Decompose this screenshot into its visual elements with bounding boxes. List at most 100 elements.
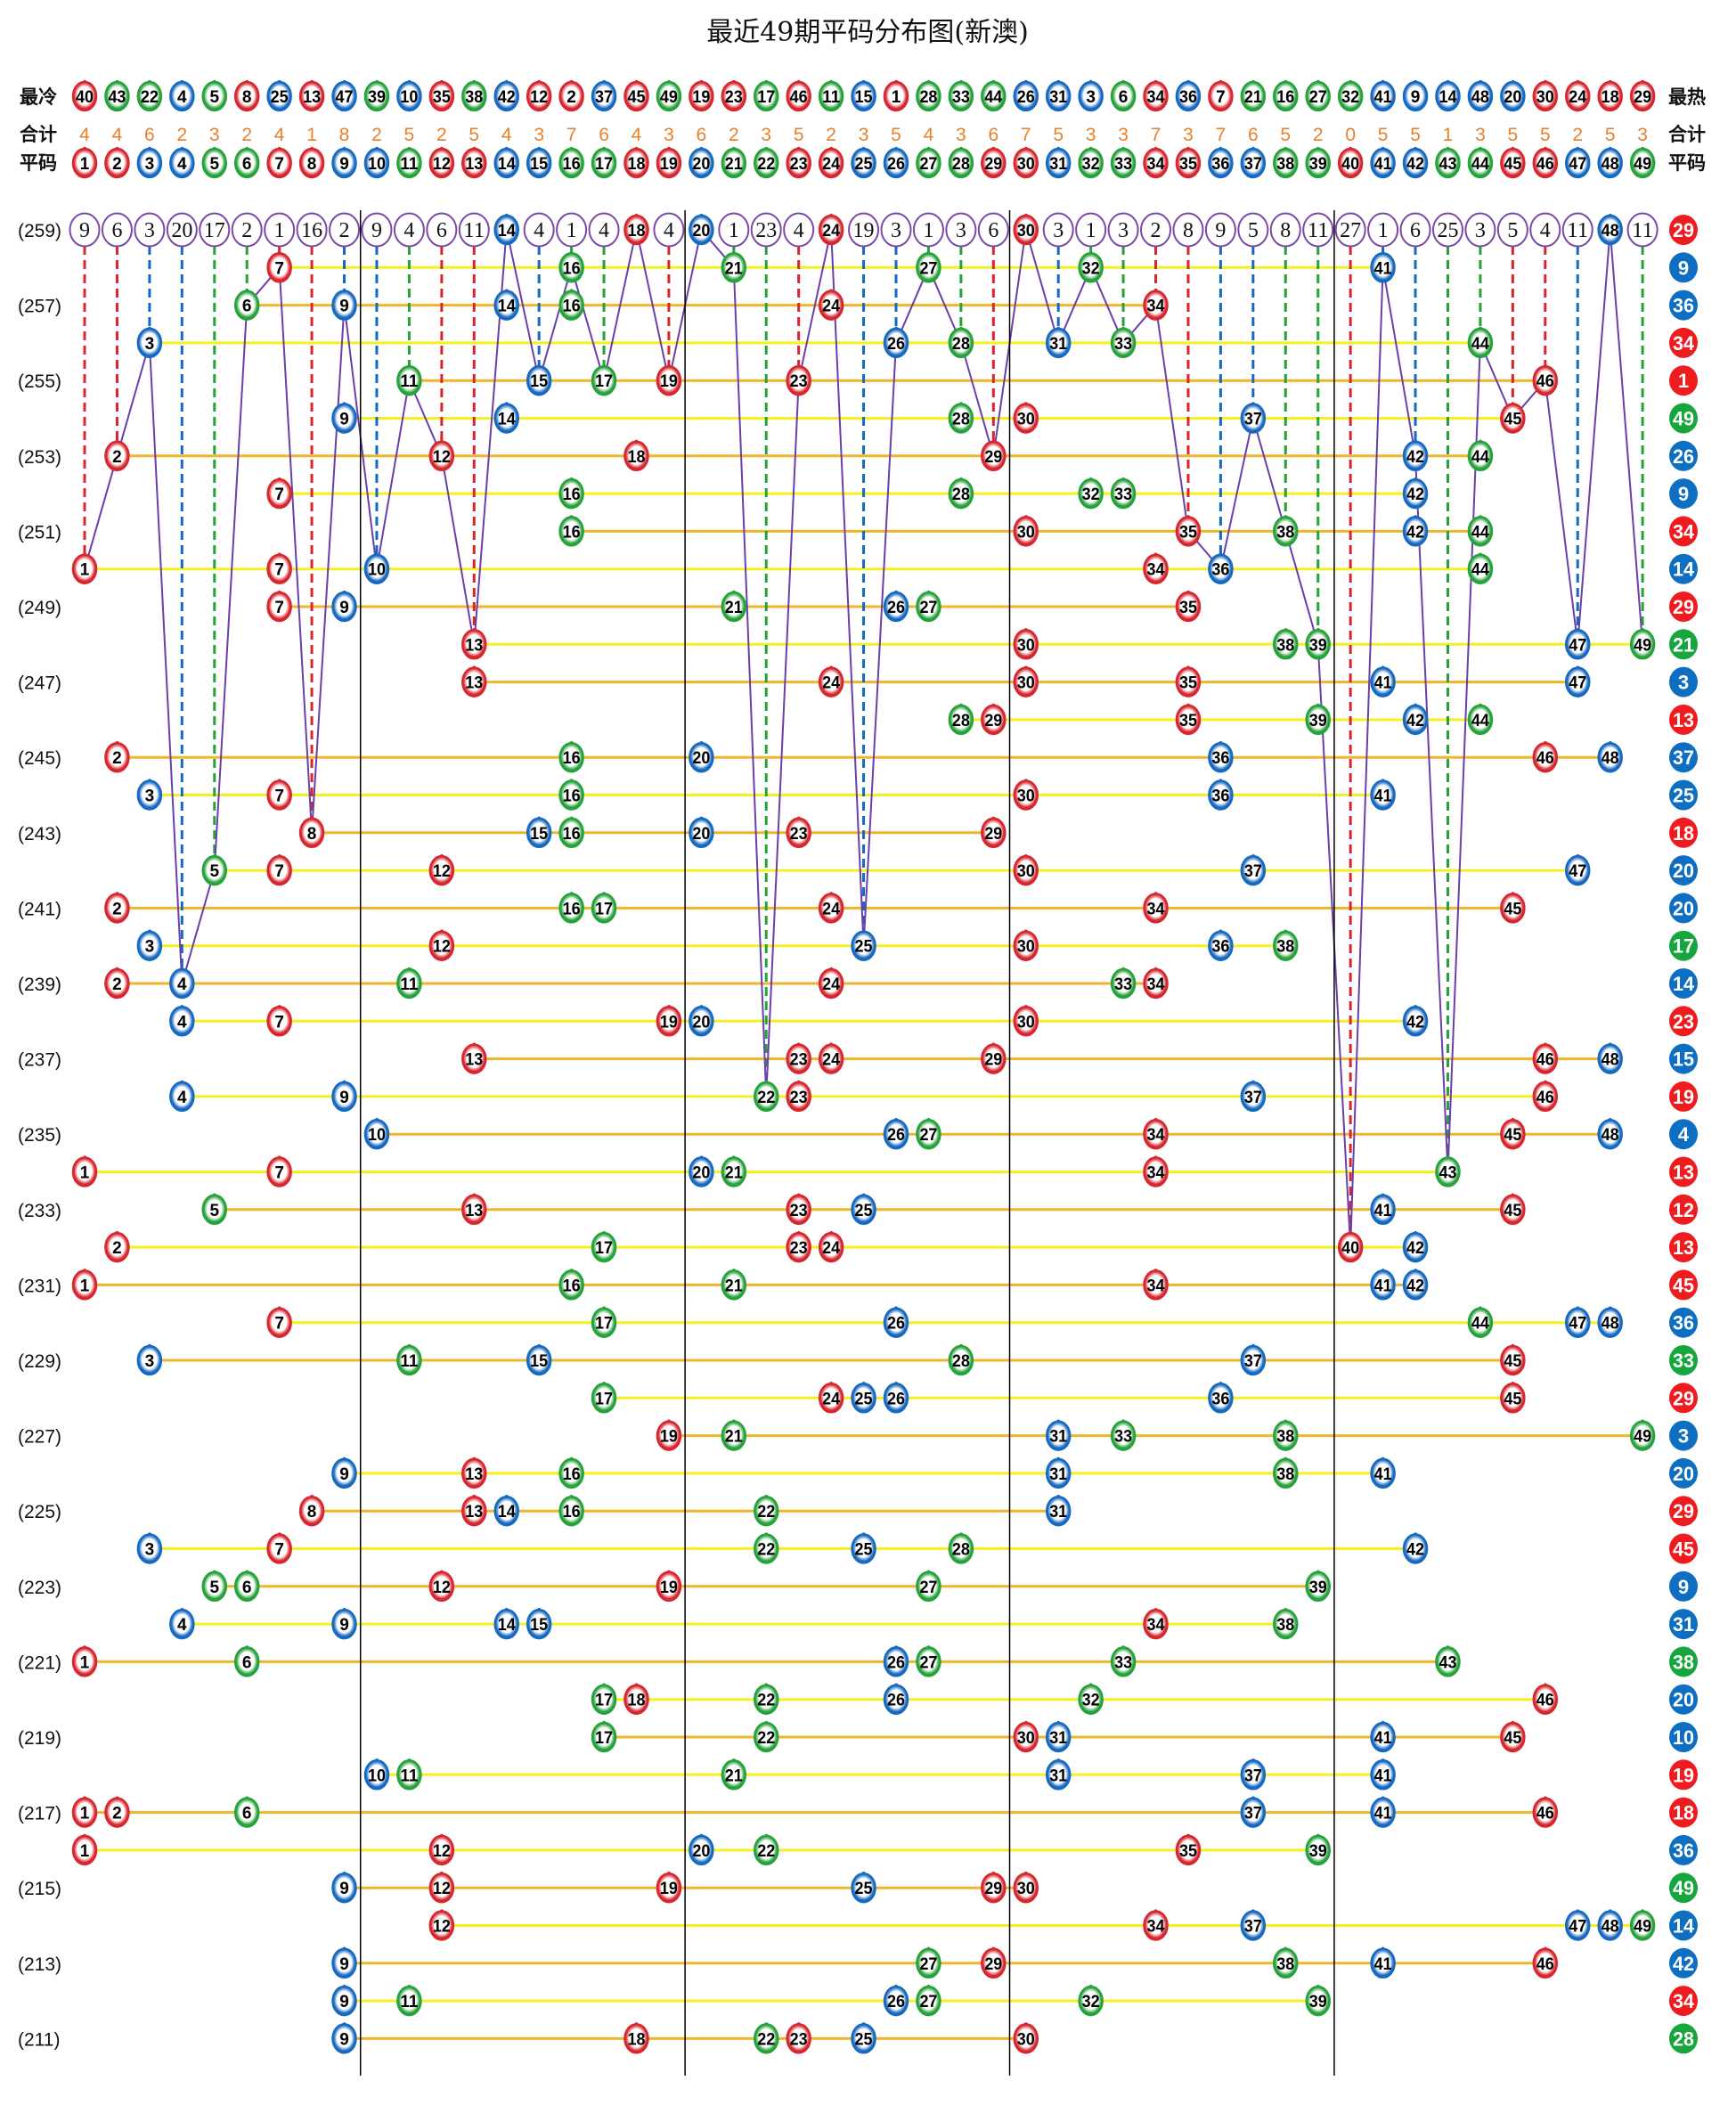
omission-cell: 4 — [1529, 212, 1561, 248]
total-count: 8 — [339, 125, 350, 145]
cold-hot-ball: 7 — [1208, 79, 1234, 112]
total-count: 5 — [1280, 125, 1291, 145]
omission-cell: 2 — [1140, 212, 1172, 248]
ball-body — [948, 477, 974, 510]
total-count: 3 — [1637, 125, 1648, 145]
ball-number: 38 — [1276, 1428, 1294, 1447]
special-number-ball: 1 — [1669, 365, 1698, 396]
special-number: 42 — [1673, 1953, 1694, 1975]
drawn-number-ball: 34 — [1143, 1117, 1169, 1150]
ball-body — [916, 1118, 941, 1150]
ball-body — [916, 1646, 941, 1677]
ball-number: 13 — [465, 1051, 483, 1070]
drawn-number-ball: 20 — [689, 1155, 714, 1187]
ball-number: 3 — [145, 938, 155, 957]
ball-body — [558, 1495, 584, 1527]
ball-body — [169, 80, 195, 112]
ball-body — [851, 2023, 876, 2054]
header-number-ball: 37 — [1240, 146, 1267, 179]
ball-body — [428, 1872, 455, 1904]
special-ball — [1669, 215, 1698, 245]
ball-number: 29 — [984, 155, 1002, 174]
omission-cell: 25 — [1431, 212, 1463, 248]
drawn-number-ball: 37 — [1240, 853, 1267, 886]
drawn-number-ball: 16 — [558, 1269, 584, 1301]
drawn-number-ball: 30 — [1013, 665, 1039, 698]
ball-body — [1467, 516, 1494, 547]
drawn-number-ball: 2 — [104, 740, 130, 773]
ball-body — [396, 80, 422, 112]
drawn-number-ball: 38 — [1273, 929, 1299, 961]
hot-label: 最热 — [1668, 86, 1706, 108]
ball-number: 14 — [498, 1616, 516, 1635]
special-ball — [1669, 742, 1698, 773]
ball-number: 18 — [627, 448, 645, 467]
ball-number: 15 — [530, 155, 548, 174]
ball-number: 23 — [790, 2030, 808, 2049]
drawn-number-ball: 2 — [104, 439, 130, 472]
drawn-number-ball: 42 — [1402, 439, 1429, 472]
omission-cell: 16 — [296, 212, 328, 248]
drawn-number-ball: 12 — [428, 439, 455, 472]
ball-body — [1175, 591, 1202, 623]
ball-number: 11 — [400, 975, 418, 994]
drawn-number-ball: 22 — [753, 1532, 779, 1564]
ball-number: 25 — [855, 938, 873, 957]
special-number: 18 — [1673, 1802, 1694, 1824]
ball-body — [1500, 80, 1526, 112]
ball-number: 46 — [1536, 1051, 1554, 1070]
header-number-ball: 10 — [363, 146, 390, 179]
drawn-number-ball: 12 — [428, 853, 455, 886]
header-number-ball: 12 — [428, 146, 455, 179]
ball-number: 18 — [1602, 88, 1619, 107]
special-number: 28 — [1673, 2027, 1694, 2050]
ball-number: 11 — [400, 1766, 418, 1785]
drawn-number-ball: 42 — [1402, 1532, 1429, 1564]
ball-number: 13 — [465, 1465, 483, 1484]
special-number: 10 — [1673, 1726, 1694, 1749]
special-ball — [1669, 1383, 1698, 1414]
ball-number: 24 — [822, 975, 840, 994]
ball-number: 44 — [1471, 1315, 1489, 1334]
drawn-number-ball: 41 — [1370, 1456, 1396, 1489]
drawn-number-ball: 15 — [526, 1607, 552, 1640]
ball-body — [1370, 1759, 1396, 1791]
drawn-number-ball: 41 — [1370, 665, 1396, 698]
ball-body — [298, 817, 325, 849]
ball-body — [883, 80, 909, 112]
ball-number: 17 — [595, 1729, 613, 1748]
drawn-number-ball: 4 — [169, 967, 195, 999]
ball-body — [1532, 741, 1559, 773]
ball-number: 17 — [595, 900, 613, 918]
drawn-number-ball: 7 — [266, 552, 292, 584]
drawn-number-ball: 16 — [558, 289, 584, 321]
ball-number: 42 — [1406, 523, 1424, 542]
ball-body — [461, 1043, 487, 1074]
ball-number: 49 — [660, 88, 678, 107]
special-number: 34 — [1673, 332, 1695, 355]
drawn-number-ball: 28 — [948, 326, 974, 359]
drawn-number-ball: 41 — [1370, 1720, 1396, 1753]
ball-body — [331, 147, 357, 179]
omission-cell: 1 — [1367, 212, 1399, 248]
ball-body — [753, 1533, 779, 1564]
ball-number: 39 — [1309, 1993, 1327, 2011]
ball-number: 34 — [1147, 900, 1165, 918]
ball-number: 12 — [433, 1842, 451, 1861]
ball-number: 45 — [1504, 1202, 1521, 1220]
ball-number: 17 — [595, 1390, 613, 1408]
ball-body — [883, 147, 909, 179]
omission-count: 17 — [204, 219, 225, 242]
ball-number: 36 — [1211, 787, 1229, 806]
drawn-number-ball: 2 — [104, 967, 130, 999]
ball-number: 8 — [307, 155, 317, 174]
header-number-ball: 14 — [493, 146, 519, 179]
drawn-number-ball: 45 — [1500, 402, 1526, 434]
omission-count: 3 — [891, 219, 901, 242]
drawn-number-ball: 7 — [266, 1155, 292, 1187]
cold-hot-ball: 26 — [1013, 79, 1039, 112]
ball-body — [526, 364, 552, 396]
special-number: 13 — [1673, 709, 1694, 731]
drawn-number-ball: 10 — [363, 552, 390, 584]
ball-number: 26 — [887, 155, 905, 174]
